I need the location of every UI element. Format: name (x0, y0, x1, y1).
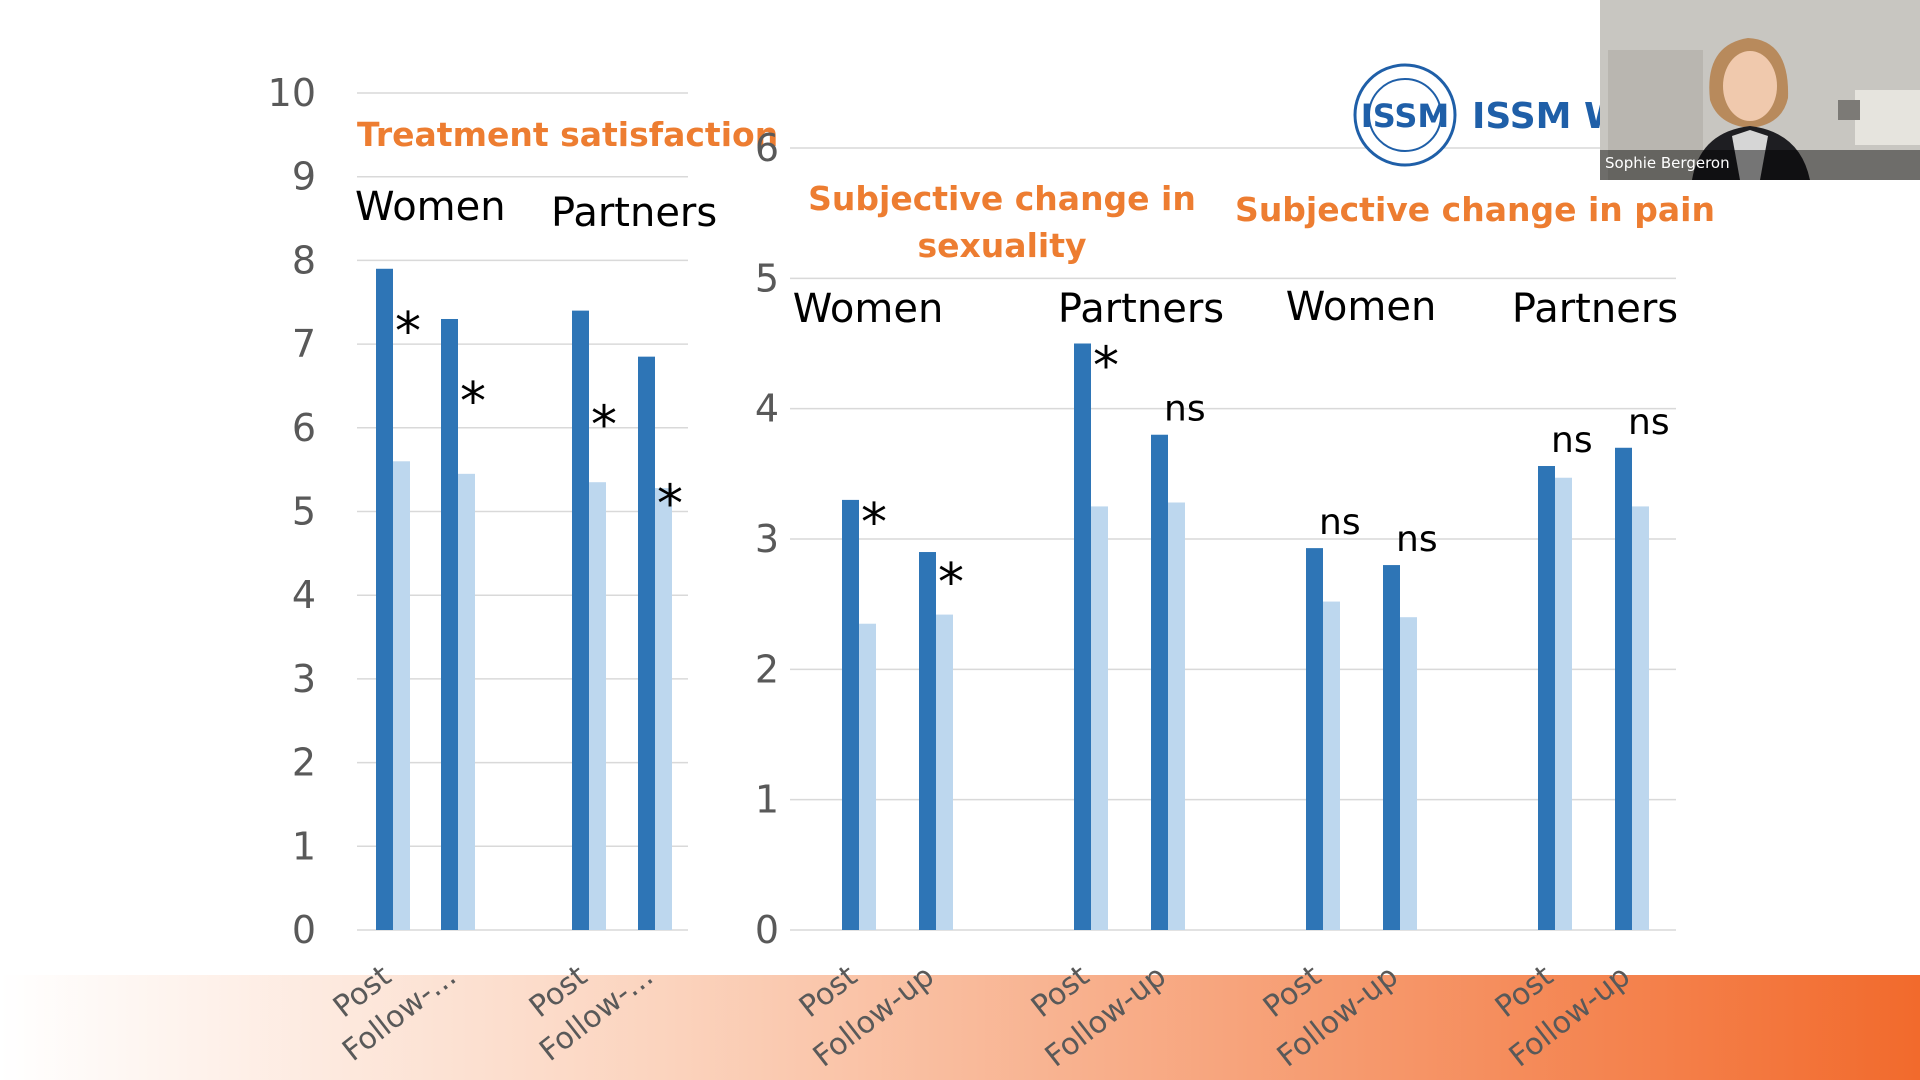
chart1-bar-g1-followup-s0 (638, 356, 655, 930)
video-person-blouse (1732, 130, 1768, 180)
chart2-y-tick-label: 1 (755, 778, 779, 822)
chart2-y-tick-label: 2 (755, 647, 779, 691)
chart2-y-tick-label: 5 (755, 256, 779, 300)
chart1-significance-label: * (657, 475, 683, 535)
chart2-y-tick-label: 0 (755, 908, 779, 952)
chart2-bar-g2-followup-s1 (1400, 617, 1417, 930)
chart1-y-tick-label: 7 (292, 322, 316, 366)
participant-name-label: Sophie Bergeron (1605, 154, 1730, 172)
chart1-bar-g0-post-s0 (376, 268, 393, 930)
chart2-bar-g2-post-s1 (1323, 601, 1340, 930)
chart2-significance-label: * (938, 553, 964, 613)
chart2-bars (842, 343, 1649, 930)
chart2-bar-g3-post-s1 (1555, 477, 1572, 930)
chart2-group-label-partners-pain: Partners (1512, 286, 1678, 332)
chart1-y-tick-label: 1 (292, 824, 316, 868)
chart2-title-sexuality-line2: sexuality (918, 226, 1087, 265)
chart2-bar-g3-followup-s1 (1632, 506, 1649, 930)
chart2-bar-g1-followup-s0 (1151, 434, 1168, 930)
chart1-y-ticks: 0 1 2 3 4 5 6 7 8 9 10 (268, 71, 316, 952)
chart2-y-tick-label: 3 (755, 517, 779, 561)
chart2-group-label-women-pain: Women (1286, 284, 1437, 330)
chart2-bar-g0-post-s1 (859, 623, 876, 930)
chart2-bar-g0-followup-s0 (919, 552, 936, 930)
chart2-significance-label: ns (1396, 519, 1438, 560)
chart2-y-tick-label: 4 (755, 387, 779, 431)
chart2-bar-g0-post-s0 (842, 499, 859, 930)
chart1-significance-label: * (395, 302, 421, 362)
chart1-y-tick-label: 0 (292, 908, 316, 952)
chart1-y-tick-label: 6 (292, 406, 316, 450)
chart2-bar-g1-post-s1 (1091, 506, 1108, 930)
chart2-title-pain: Subjective change in pain (1235, 190, 1715, 229)
chart1-y-tick-label: 9 (292, 155, 316, 199)
chart1-y-tick-label: 3 (292, 657, 316, 701)
participant-name-background (1600, 150, 1920, 180)
chart2-y-ticks: 0 1 2 3 4 5 6 (755, 126, 779, 952)
chart2-significance-label: ns (1628, 402, 1670, 443)
chart2-bar-g3-followup-s0 (1615, 447, 1632, 930)
chart2-y-tick-label: 6 (755, 126, 779, 170)
chart1-significance-label: * (591, 396, 617, 456)
participant-video-tile[interactable]: Sophie Bergeron (1600, 0, 1920, 180)
video-door (1608, 50, 1703, 180)
chart1-bar-g1-followup-s1 (655, 488, 672, 930)
chart2-title-sexuality-line1: Subjective change in (808, 179, 1196, 218)
chart1-gridlines (357, 92, 688, 931)
chart1-bar-g1-post-s1 (589, 482, 606, 930)
chart1-bar-g0-followup-s1 (458, 473, 475, 930)
chart1-bar-g0-post-s1 (393, 461, 410, 930)
chart2-group-label-women-sexuality: Women (793, 286, 944, 332)
chart2-bar-g1-followup-s1 (1168, 502, 1185, 930)
footer-gradient-band (0, 975, 1920, 1080)
chart1-bar-g1-post-s0 (572, 310, 589, 930)
chart1-significance-labels: * * * * (395, 302, 683, 535)
issm-logo-text: ISSM W (1472, 96, 1600, 137)
issm-seal-inner-ring (1368, 78, 1442, 152)
chart1-group-label-partners: Partners (551, 190, 717, 236)
chart2-bar-g0-followup-s1 (936, 614, 953, 930)
chart2-significance-label: ns (1319, 502, 1361, 543)
chart2-significance-label: * (861, 493, 887, 553)
chart1-bar-g0-followup-s0 (441, 318, 458, 930)
video-person-face (1723, 51, 1777, 121)
chart1-bars (376, 268, 672, 930)
chart1-title: Treatment satisfaction (357, 115, 778, 154)
chart1-y-tick-label: 10 (268, 71, 316, 115)
issm-seal-monogram: ISSM (1361, 97, 1449, 135)
chart1-y-tick-label: 5 (292, 490, 316, 534)
chart2-bar-g2-followup-s0 (1383, 565, 1400, 930)
video-window-light (1855, 90, 1920, 145)
chart1-y-tick-label: 8 (292, 238, 316, 282)
chart2-bar-g1-post-s0 (1074, 343, 1091, 930)
chart2-group-label-partners-sexuality: Partners (1058, 286, 1224, 332)
chart2-significance-label: * (1093, 337, 1119, 397)
chart2-bar-g3-post-s0 (1538, 466, 1555, 930)
subjective-change-chart: 0 1 2 3 4 5 6 Subjective change in sexuality S… (755, 126, 1715, 1074)
chart1-y-tick-label: 2 (292, 741, 316, 785)
chart2-bar-g2-post-s0 (1306, 548, 1323, 930)
issm-logo: ISSM ISSM W (1350, 60, 1600, 170)
chart2-significance-label: ns (1164, 389, 1206, 430)
chart2-significance-label: ns (1551, 420, 1593, 461)
chart1-significance-label: * (460, 372, 486, 432)
chart1-y-tick-label: 4 (292, 573, 316, 617)
video-picture-frame (1838, 100, 1860, 120)
chart1-group-label-women: Women (355, 184, 506, 230)
